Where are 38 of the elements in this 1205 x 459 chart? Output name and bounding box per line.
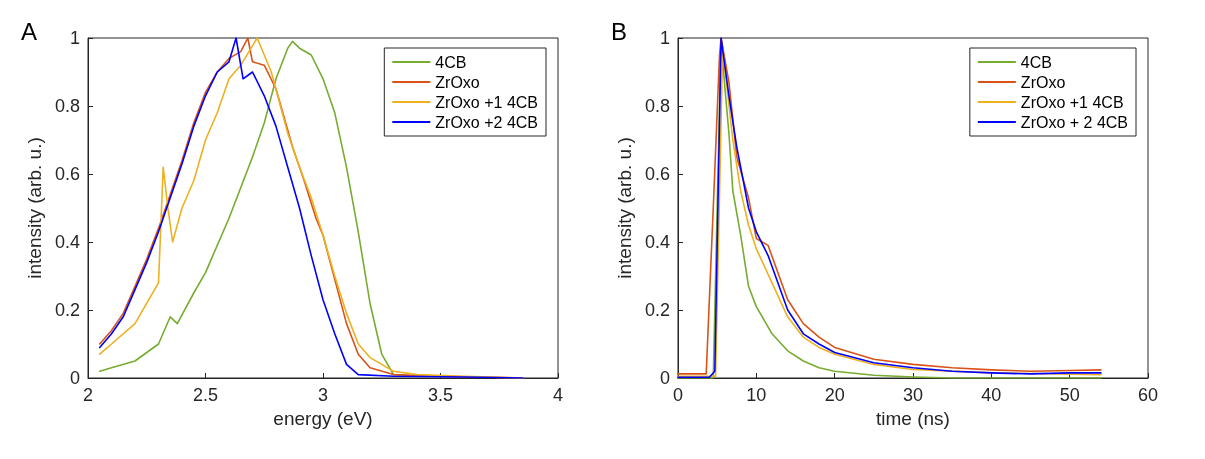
legend-label: ZrOxo +1 4CB: [1020, 93, 1124, 111]
x-tick-label: 50: [1059, 385, 1080, 405]
y-axis-title: intensity (arb. u.): [24, 137, 46, 279]
legend-label: ZrOxo: [435, 73, 480, 91]
chart-title: A: [21, 17, 38, 45]
legend-label: ZrOxo +2 4CB: [435, 113, 538, 131]
x-tick-label: 40: [981, 385, 1002, 405]
x-tick-label: 2.5: [192, 385, 219, 405]
x-tick-label: 0: [672, 385, 684, 405]
legend-label: 4CB: [1020, 53, 1052, 71]
y-tick-label: 0.2: [54, 300, 80, 320]
y-tick-label: 0.6: [644, 164, 670, 184]
y-tick-label: 0.8: [644, 96, 670, 116]
y-tick-label: 0.8: [54, 96, 80, 116]
y-tick-label: 0.4: [54, 232, 80, 252]
y-tick-label: 0.2: [644, 300, 670, 320]
y-tick-label: 1: [69, 28, 80, 48]
legend-label: 4CB: [435, 53, 467, 71]
y-tick-label: 0: [69, 368, 80, 388]
y-tick-label: 1: [659, 28, 670, 48]
x-tick-label: 30: [902, 385, 924, 405]
x-tick-label: 3.5: [427, 385, 454, 405]
legend-label: ZrOxo + 2 4CB: [1020, 113, 1129, 131]
y-tick-label: 0.6: [54, 164, 80, 184]
x-tick-label: 10: [746, 385, 767, 405]
x-tick-label: 2: [82, 385, 94, 405]
chart-title: B: [611, 17, 628, 45]
y-tick-label: 0.4: [644, 232, 670, 252]
x-axis-title: time (ns): [876, 407, 950, 429]
x-tick-label: 3: [317, 385, 329, 405]
legend-label: ZrOxo +1 4CB: [435, 93, 538, 111]
x-tick-label: 20: [824, 385, 845, 405]
y-tick-label: 0: [659, 368, 670, 388]
x-tick-label: 4: [552, 385, 564, 405]
x-tick-label: 60: [1137, 385, 1159, 405]
x-axis-title: energy (eV): [273, 407, 373, 429]
y-axis-title: intensity (arb. u.): [614, 137, 636, 279]
legend-label: ZrOxo: [1020, 73, 1066, 91]
